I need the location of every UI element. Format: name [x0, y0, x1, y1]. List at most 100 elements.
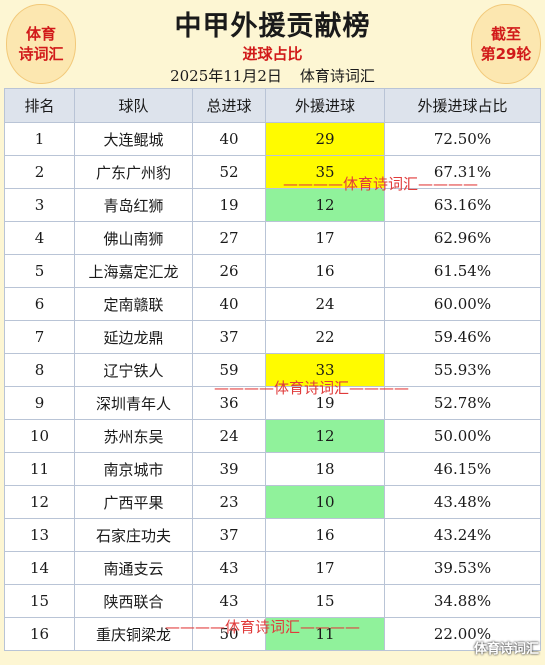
total-goals-cell: 40	[192, 287, 266, 321]
team-cell: 定南赣联	[74, 287, 193, 321]
left-badge-line-2: 诗词汇	[18, 45, 64, 63]
right-badge-line-1: 截至	[490, 25, 521, 43]
rank-cell: 12	[4, 485, 75, 519]
total-goals-cell: 26	[192, 254, 266, 288]
table-row: 11 南京城市 39 18 46.15%	[4, 452, 541, 486]
table-header-row: 排名 球队 总进球 外援进球 外援进球占比	[4, 88, 541, 123]
table-row: 6 定南赣联 40 24 60.00%	[4, 287, 541, 321]
col-header-total-goals: 总进球	[192, 88, 266, 123]
team-cell: 南京城市	[74, 452, 193, 486]
rank-cell: 6	[4, 287, 75, 321]
table-row: 16 重庆铜梁龙 50 11 22.00%	[4, 617, 541, 651]
foreign-ratio-cell: 61.54%	[384, 254, 541, 288]
table-row: 1 大连鲲城 40 29 72.50%	[4, 122, 541, 156]
rank-cell: 10	[4, 419, 75, 453]
watermark-text: ————体育诗词汇————	[214, 379, 410, 397]
foreign-ratio-cell: 72.50%	[384, 122, 541, 156]
rank-cell: 2	[4, 155, 75, 189]
col-header-foreign-goals: 外援进球	[265, 88, 385, 123]
col-header-rank: 排名	[4, 88, 75, 123]
total-goals-cell: 43	[192, 551, 266, 585]
rank-cell: 8	[4, 353, 75, 387]
total-goals-cell: 52	[192, 155, 266, 189]
rank-cell: 5	[4, 254, 75, 288]
table-row: 7 延边龙鼎 37 22 59.46%	[4, 320, 541, 354]
foreign-goals-cell: 17	[265, 551, 385, 585]
rank-cell: 11	[4, 452, 75, 486]
table-row: 14 南通支云 43 17 39.53%	[4, 551, 541, 585]
foreign-goals-cell: 35	[265, 155, 385, 189]
foreign-goals-cell: 17	[265, 221, 385, 255]
foreign-goals-cell: 15	[265, 584, 385, 618]
table-row: 3 青岛红狮 19 12 63.16%	[4, 188, 541, 222]
rank-cell: 1	[4, 122, 75, 156]
team-cell: 佛山南狮	[74, 221, 193, 255]
foreign-ratio-cell: 39.53%	[384, 551, 541, 585]
left-badge: 体育 诗词汇	[6, 4, 76, 84]
table-row: 10 苏州东吴 24 12 50.00%	[4, 419, 541, 453]
total-goals-cell: 59	[192, 353, 266, 387]
rank-cell: 7	[4, 320, 75, 354]
total-goals-cell: 37	[192, 518, 266, 552]
rank-cell: 9	[4, 386, 75, 420]
page-subtitle: 进球占比	[242, 45, 303, 63]
total-goals-cell: 40	[192, 122, 266, 156]
foreign-goals-cell: 33	[265, 353, 385, 387]
rank-cell: 16	[4, 617, 75, 651]
table-row: 4 佛山南狮 27 17 62.96%	[4, 221, 541, 255]
date-text: 2025年11月2日	[170, 67, 282, 85]
table-row: 5 上海嘉定汇龙 26 16 61.54%	[4, 254, 541, 288]
table-row: 12 广西平果 23 10 43.48%	[4, 485, 541, 519]
foreign-goals-cell: 22	[265, 320, 385, 354]
total-goals-cell: 37	[192, 320, 266, 354]
foreign-ratio-cell: 22.00%	[384, 617, 541, 651]
left-badge-line-1: 体育	[25, 25, 56, 43]
right-badge: 截至 第29轮	[471, 4, 541, 84]
team-cell: 重庆铜梁龙	[74, 617, 193, 651]
team-cell: 上海嘉定汇龙	[74, 254, 193, 288]
foreign-goals-cell: 11	[265, 617, 385, 651]
page-title: 中甲外援贡献榜	[174, 11, 371, 42]
rank-cell: 14	[4, 551, 75, 585]
total-goals-cell: 19	[192, 188, 266, 222]
table-row: 13 石家庄功夫 37 16 43.24%	[4, 518, 541, 552]
team-cell: 广东广州豹	[74, 155, 193, 189]
foreign-ratio-cell: 62.96%	[384, 221, 541, 255]
team-cell: 陕西联合	[74, 584, 193, 618]
team-cell: 石家庄功夫	[74, 518, 193, 552]
team-cell: 广西平果	[74, 485, 193, 519]
foreign-ratio-cell: 52.78%	[384, 386, 541, 420]
rank-cell: 3	[4, 188, 75, 222]
rank-cell: 13	[4, 518, 75, 552]
rank-cell: 15	[4, 584, 75, 618]
foreign-ratio-cell: 60.00%	[384, 287, 541, 321]
foreign-goals-cell: 10	[265, 485, 385, 519]
watermark-text: ————体育诗词汇————	[283, 175, 479, 193]
watermark-text: ————体育诗词汇————	[165, 618, 361, 636]
source-text: 体育诗词汇	[299, 67, 375, 85]
dateline: 2025年11月2日 体育诗词汇	[0, 65, 545, 86]
col-header-foreign-ratio: 外援进球占比	[384, 88, 541, 123]
foreign-goals-cell: 24	[265, 287, 385, 321]
rank-cell: 4	[4, 221, 75, 255]
foreign-ratio-cell: 46.15%	[384, 452, 541, 486]
team-cell: 大连鲲城	[74, 122, 193, 156]
team-cell: 青岛红狮	[74, 188, 193, 222]
ranking-table: 排名 球队 总进球 外援进球 外援进球占比 1 大连鲲城 40 29 72.50% 2 广东…	[4, 88, 541, 651]
total-goals-cell: 43	[192, 584, 266, 618]
total-goals-cell: 23	[192, 485, 266, 519]
team-cell: 辽宁铁人	[74, 353, 193, 387]
foreign-ratio-cell: 43.48%	[384, 485, 541, 519]
foreign-goals-cell: 16	[265, 518, 385, 552]
team-cell: 延边龙鼎	[74, 320, 193, 354]
foreign-ratio-cell: 67.31%	[384, 155, 541, 189]
foreign-goals-cell: 18	[265, 452, 385, 486]
right-badge-line-2: 第29轮	[480, 45, 532, 63]
table-row: 2 广东广州豹 52 35 67.31%	[4, 155, 541, 189]
foreign-goals-cell: 16	[265, 254, 385, 288]
total-goals-cell: 27	[192, 221, 266, 255]
total-goals-cell: 24	[192, 419, 266, 453]
total-goals-cell: 39	[192, 452, 266, 486]
team-cell: 苏州东吴	[74, 419, 193, 453]
foreign-goals-cell: 12	[265, 419, 385, 453]
